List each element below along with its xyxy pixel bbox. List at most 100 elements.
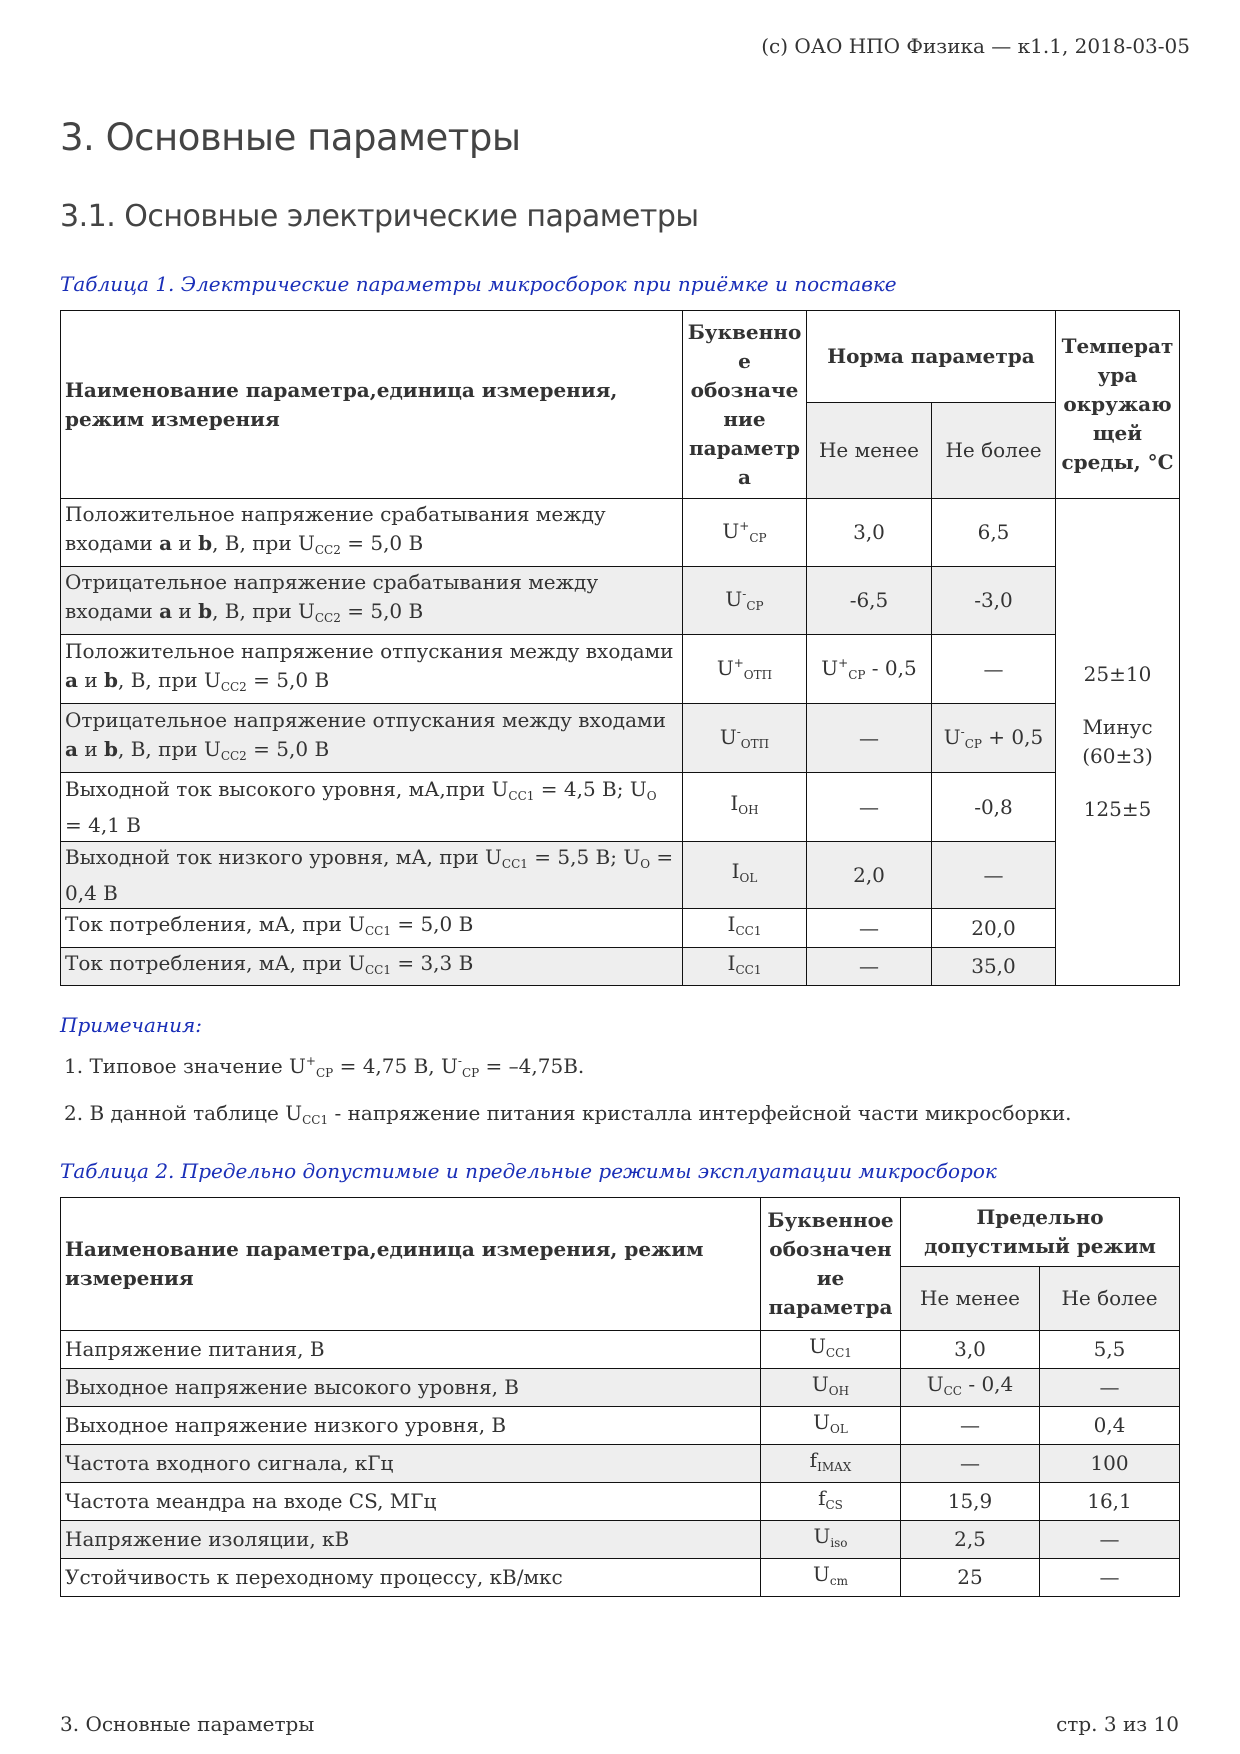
value-min: — bbox=[806, 908, 932, 948]
subscript: OL bbox=[830, 1421, 848, 1436]
subscript: CP bbox=[461, 1066, 480, 1080]
value-min: 25 bbox=[900, 1558, 1040, 1597]
value-max: 20,0 bbox=[931, 908, 1056, 948]
text-run: = 0,4 В bbox=[65, 844, 674, 905]
subscript: CP bbox=[749, 531, 767, 545]
subscript: CC1 bbox=[302, 1113, 329, 1127]
parameter-name: Выходное напряжение высокого уровня, В bbox=[60, 1368, 761, 1407]
table-row: Ток потребления, мА, при UCC1 = 5,0 В ICC… bbox=[60, 908, 1180, 948]
text-run: = 5,5 В; U bbox=[527, 844, 641, 869]
text-run: - 0,5 bbox=[865, 655, 917, 680]
text-run: , В, при U bbox=[212, 531, 315, 555]
value-max: 35,0 bbox=[931, 947, 1056, 986]
parameter-name: Частота входного сигнала, кГц bbox=[60, 1444, 761, 1483]
text-run: Частота меандра на входе CS, МГц bbox=[65, 1489, 437, 1513]
value-min: -6,5 bbox=[806, 566, 932, 635]
subscript: CC bbox=[943, 1383, 962, 1398]
superscript: + bbox=[305, 1054, 316, 1068]
value-min: 15,9 bbox=[900, 1482, 1040, 1521]
text-run: Частота входного сигнала, кГц bbox=[65, 1451, 394, 1475]
text-run: — bbox=[1099, 1565, 1120, 1589]
superscript: - bbox=[960, 724, 965, 739]
footer-section: 3. Основные параметры bbox=[60, 1712, 315, 1736]
text-run: 2,5 bbox=[954, 1527, 986, 1551]
parameter-symbol: fIMAX bbox=[760, 1444, 901, 1483]
text-run: = –4,75В. bbox=[479, 1054, 585, 1078]
text-run: + 0,5 bbox=[981, 724, 1044, 749]
superscript: + bbox=[733, 655, 744, 670]
document-header: (c) ОАО НПО Физика — к1.1, 2018-03-05 bbox=[761, 34, 1190, 58]
header-symbol: Буквенно е обозначе ние параметр а bbox=[682, 310, 807, 499]
header-norm: Норма параметра bbox=[806, 310, 1056, 403]
text-run: Отрицательное напряжение отпускания межд… bbox=[65, 707, 666, 732]
parameter-symbol: fCS bbox=[760, 1482, 901, 1521]
text-run: a bbox=[159, 599, 173, 623]
subscript: CC1 bbox=[825, 1345, 852, 1360]
table-row: Положительное напряжение отпускания межд… bbox=[60, 634, 1180, 704]
header-max: Не более bbox=[1039, 1266, 1180, 1331]
electrical-parameters-table: Наименование параметра,единица измерения… bbox=[60, 310, 1180, 986]
value-max: U-CP + 0,5 bbox=[931, 703, 1056, 773]
parameter-name: Напряжение питания, В bbox=[60, 1330, 761, 1369]
text-run: — bbox=[859, 725, 879, 750]
table-row: Выходное напряжение низкого уровня, В UOL… bbox=[60, 1406, 1180, 1445]
text-run: Отрицательное напряжение срабатывания ме… bbox=[65, 570, 599, 623]
header-name: Наименование параметра,единица измерения… bbox=[60, 1197, 761, 1331]
value-min: — bbox=[806, 947, 932, 986]
text-run: — bbox=[859, 794, 879, 819]
text-run: Ток потребления, мА, при U bbox=[65, 912, 365, 936]
limit-modes-table: Наименование параметра,единица измерения… bbox=[60, 1197, 1180, 1597]
subscript: ОТП bbox=[743, 667, 773, 682]
text-run: Положительное напряжение отпускания межд… bbox=[65, 638, 674, 663]
text-run: U bbox=[813, 1523, 831, 1548]
text-run: = 3,3 В bbox=[390, 950, 474, 975]
value-min: UCC - 0,4 bbox=[900, 1368, 1040, 1407]
table-row: Напряжение питания, В UCC1 3,0 5,5 bbox=[60, 1330, 1180, 1369]
text-run: — bbox=[859, 954, 879, 978]
text-run: 16,1 bbox=[1087, 1489, 1132, 1513]
text-run: Устойчивость к переходному процессу, кВ/… bbox=[65, 1565, 563, 1589]
text-run: -6,5 bbox=[849, 588, 889, 612]
subscript: OL bbox=[739, 871, 758, 885]
text-run: 3,0 bbox=[954, 1337, 986, 1361]
value-max: -3,0 bbox=[931, 566, 1056, 635]
temperature-value: Минус (60±3) bbox=[1082, 715, 1153, 768]
text-run: U bbox=[722, 519, 740, 543]
temperature-value: 25±10 bbox=[1083, 662, 1152, 686]
text-run: — bbox=[983, 656, 1004, 681]
value-max: 100 bbox=[1039, 1444, 1180, 1483]
text-run: 0,4 bbox=[1093, 1413, 1126, 1437]
text-run: = 5,0 В bbox=[246, 736, 330, 761]
text-run: 15,9 bbox=[947, 1489, 993, 1513]
parameter-name: Частота меандра на входе CS, МГц bbox=[60, 1482, 761, 1521]
table-row: Частота входного сигнала, кГц fIMAX — 100 bbox=[60, 1444, 1180, 1483]
parameter-name: Ток потребления, мА, при UCC1 = 3,3 В bbox=[60, 947, 683, 986]
text-run: Напряжение питания, В bbox=[65, 1337, 325, 1361]
table-row: Напряжение изоляции, кВ Uiso 2,5 — bbox=[60, 1520, 1180, 1559]
subscript: CC2 bbox=[314, 611, 341, 625]
text-run: U bbox=[725, 587, 743, 611]
subscript: IMAX bbox=[817, 1459, 852, 1474]
subscript: CC1 bbox=[735, 962, 762, 977]
value-max: 6,5 bbox=[931, 498, 1056, 567]
parameter-symbol: UCC1 bbox=[760, 1330, 901, 1369]
text-run: 20,0 bbox=[971, 915, 1016, 940]
value-min: 2,5 bbox=[900, 1520, 1040, 1559]
parameter-symbol: ICC1 bbox=[682, 908, 807, 948]
table-row: Ток потребления, мА, при UCC1 = 3,3 В ICC… bbox=[60, 947, 1180, 986]
parameter-name: Отрицательное напряжение отпускания межд… bbox=[60, 703, 683, 773]
subscript: OH bbox=[738, 803, 759, 817]
text-run: U bbox=[821, 655, 839, 680]
table-row: Выходное напряжение высокого уровня, В UO… bbox=[60, 1368, 1180, 1407]
superscript: - bbox=[457, 1054, 462, 1068]
subscript: CC1 bbox=[364, 924, 391, 938]
subscript: CP bbox=[746, 599, 764, 613]
footer-page-number: стр. 3 из 10 bbox=[1056, 1712, 1179, 1736]
table-row: Устойчивость к переходному процессу, кВ/… bbox=[60, 1558, 1180, 1597]
text-run: Выходной ток низкого уровня, мА, при U bbox=[65, 844, 502, 869]
value-min: — bbox=[806, 703, 932, 773]
header-min: Не менее bbox=[806, 402, 932, 499]
parameter-symbol: Ucm bbox=[760, 1558, 901, 1597]
value-min: U+CP - 0,5 bbox=[806, 634, 932, 704]
parameter-name: Ток потребления, мА, при UCC1 = 5,0 В bbox=[60, 908, 683, 948]
